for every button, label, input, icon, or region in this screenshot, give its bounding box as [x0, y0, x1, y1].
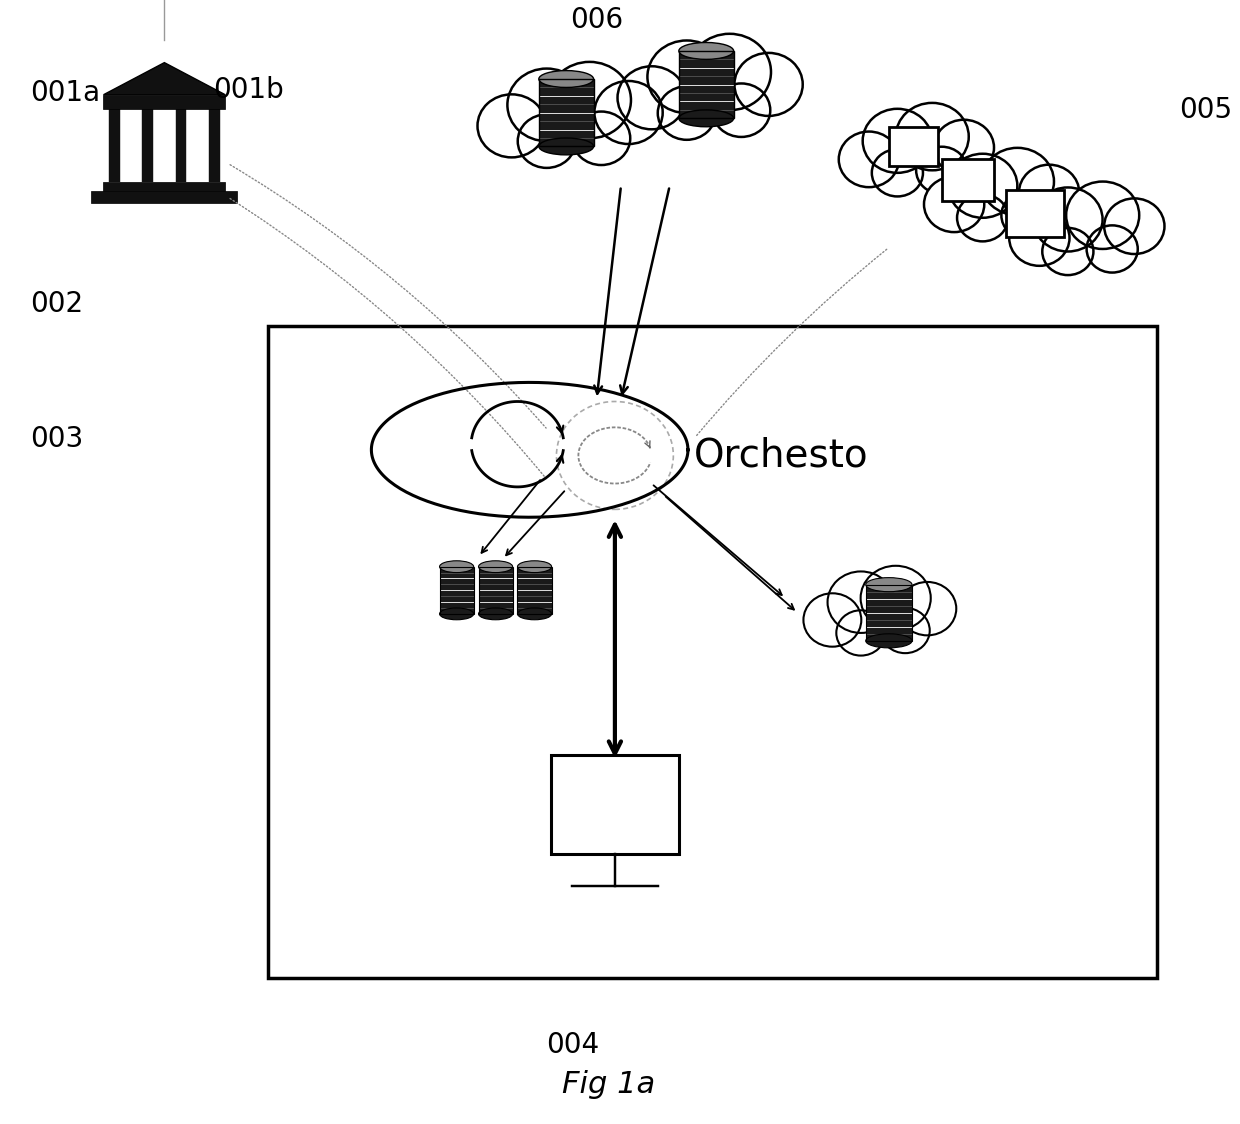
- Circle shape: [688, 34, 771, 110]
- Bar: [92, 191, 237, 202]
- Ellipse shape: [678, 110, 734, 127]
- Bar: [109, 109, 120, 182]
- Circle shape: [1043, 228, 1094, 275]
- Circle shape: [1033, 188, 1102, 252]
- Circle shape: [573, 111, 630, 165]
- Circle shape: [1086, 226, 1138, 272]
- Bar: [539, 79, 594, 146]
- Circle shape: [916, 147, 967, 194]
- Circle shape: [477, 94, 546, 157]
- Circle shape: [934, 120, 994, 175]
- Bar: [517, 566, 552, 614]
- Bar: [439, 566, 474, 614]
- Circle shape: [1019, 165, 1079, 220]
- Bar: [103, 94, 226, 109]
- Circle shape: [861, 565, 931, 631]
- Circle shape: [1009, 210, 1070, 265]
- Circle shape: [827, 571, 894, 633]
- Circle shape: [804, 593, 862, 646]
- Ellipse shape: [678, 43, 734, 60]
- Ellipse shape: [439, 561, 474, 572]
- Circle shape: [1104, 199, 1164, 254]
- Bar: [517, 566, 552, 614]
- Circle shape: [924, 176, 985, 233]
- Text: 001a: 001a: [31, 80, 100, 108]
- Bar: [866, 584, 911, 641]
- Text: Orchesto: Orchesto: [694, 436, 869, 474]
- Text: 003: 003: [31, 425, 83, 453]
- Circle shape: [1066, 182, 1140, 250]
- Bar: [479, 566, 512, 614]
- Bar: [268, 326, 1157, 978]
- Circle shape: [734, 53, 802, 116]
- Bar: [551, 755, 678, 854]
- Text: Fig 1a: Fig 1a: [562, 1070, 656, 1099]
- Bar: [678, 51, 734, 118]
- Bar: [678, 51, 734, 118]
- Bar: [539, 79, 594, 146]
- Circle shape: [712, 83, 770, 137]
- Circle shape: [957, 194, 1008, 242]
- Text: 006: 006: [570, 7, 624, 35]
- Circle shape: [657, 87, 715, 139]
- Bar: [942, 160, 993, 201]
- Circle shape: [1002, 192, 1053, 239]
- Circle shape: [880, 608, 930, 653]
- Bar: [143, 109, 154, 182]
- Ellipse shape: [539, 71, 594, 88]
- Bar: [176, 109, 186, 182]
- Circle shape: [981, 148, 1054, 216]
- Circle shape: [899, 582, 956, 635]
- Ellipse shape: [517, 561, 552, 572]
- Ellipse shape: [866, 634, 911, 647]
- Circle shape: [863, 109, 932, 173]
- Bar: [208, 109, 219, 182]
- Ellipse shape: [517, 608, 552, 619]
- Bar: [866, 584, 911, 641]
- Ellipse shape: [439, 608, 474, 619]
- Circle shape: [548, 62, 631, 138]
- Circle shape: [872, 149, 923, 197]
- Text: 001b: 001b: [213, 76, 284, 105]
- Ellipse shape: [539, 138, 594, 155]
- Bar: [439, 566, 474, 614]
- Bar: [479, 566, 512, 614]
- Circle shape: [947, 154, 1017, 218]
- Circle shape: [647, 40, 727, 114]
- Circle shape: [618, 66, 686, 129]
- Circle shape: [895, 103, 968, 171]
- Circle shape: [518, 115, 575, 167]
- Bar: [889, 127, 937, 166]
- Circle shape: [836, 610, 885, 655]
- Ellipse shape: [479, 561, 512, 572]
- Circle shape: [507, 69, 587, 142]
- Circle shape: [838, 132, 899, 188]
- Text: 002: 002: [31, 290, 83, 318]
- Bar: [103, 182, 226, 191]
- Polygon shape: [103, 63, 226, 94]
- Ellipse shape: [866, 578, 911, 591]
- Text: 004: 004: [546, 1032, 599, 1059]
- Ellipse shape: [479, 608, 512, 619]
- Circle shape: [594, 81, 662, 144]
- Text: 005: 005: [1179, 97, 1231, 125]
- Bar: [1006, 190, 1064, 237]
